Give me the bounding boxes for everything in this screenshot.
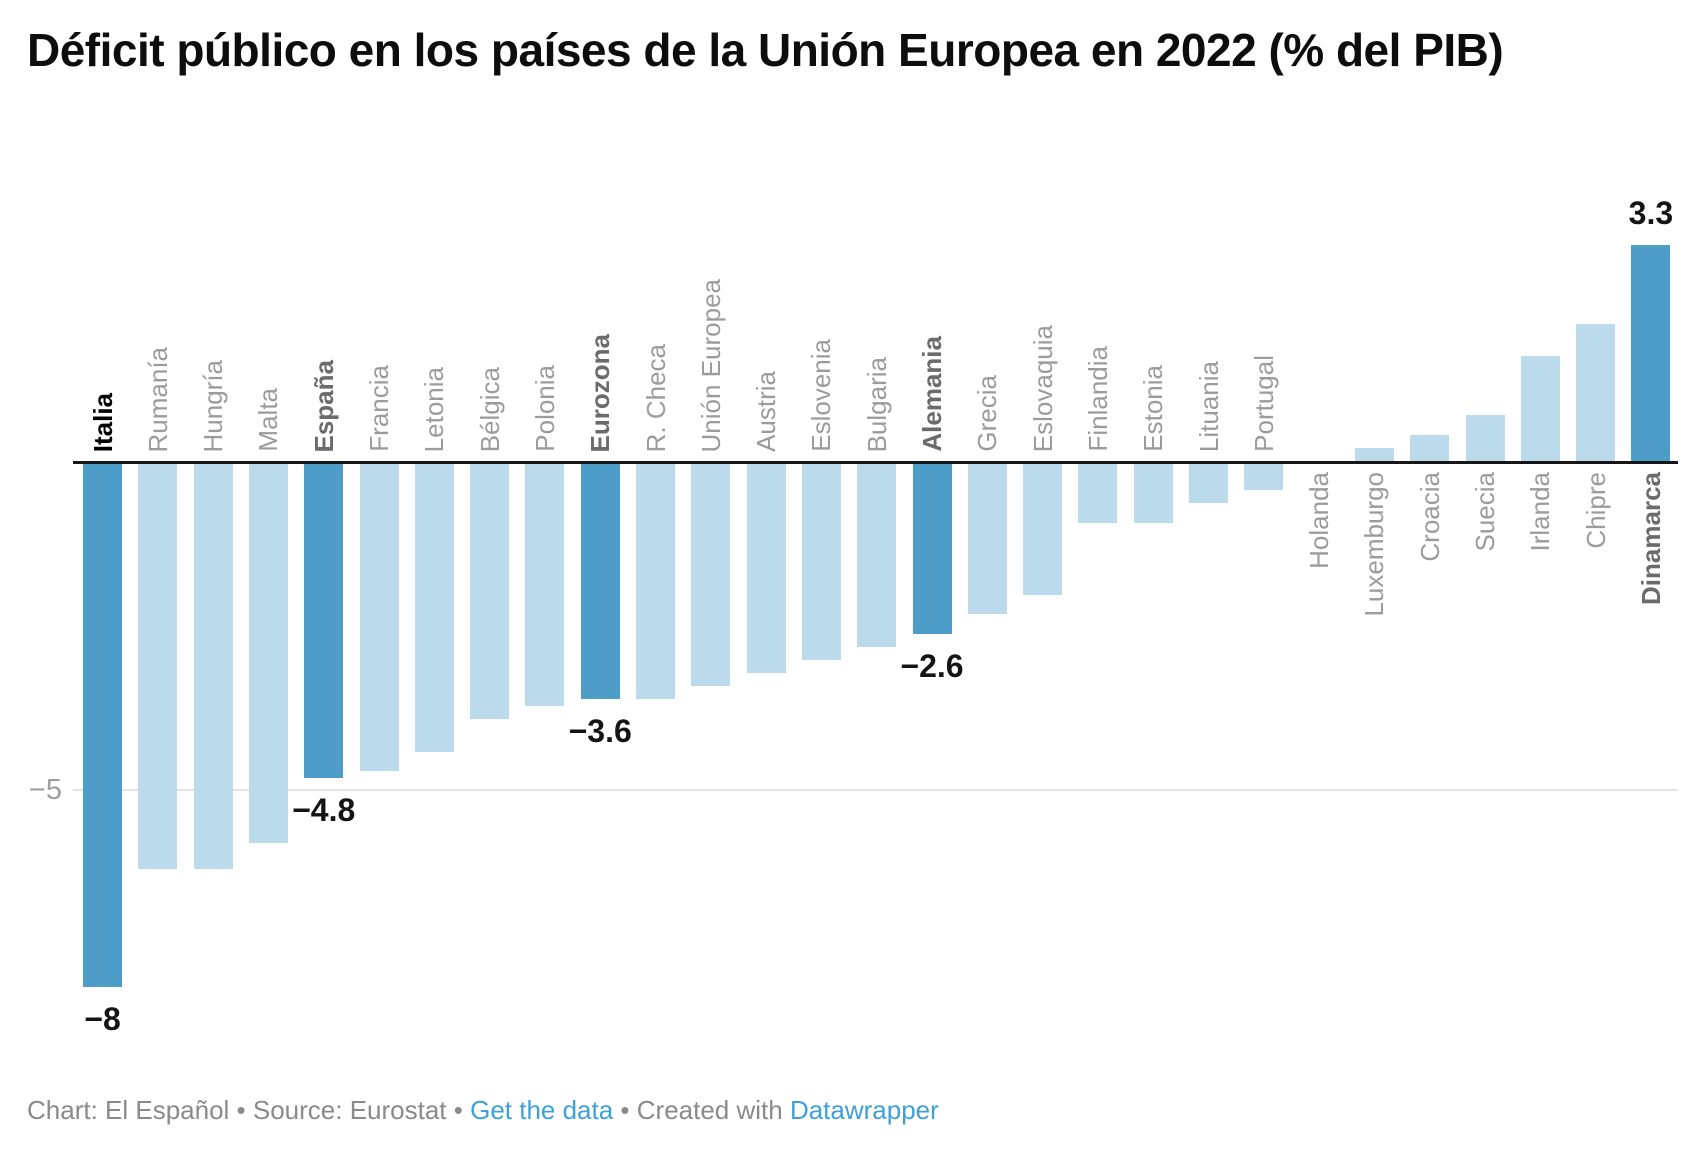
label-letonia: Letonia: [419, 366, 450, 452]
label-irlanda: Irlanda: [1525, 472, 1556, 552]
zero-baseline: [73, 461, 1678, 464]
bar-luxemburgo[interactable]: [1354, 447, 1394, 461]
bar-letonia[interactable]: [414, 464, 454, 752]
bar-italia[interactable]: [83, 464, 122, 988]
label-espana: España: [308, 359, 339, 453]
bar-rumania[interactable]: [138, 464, 178, 870]
label-dinamarca: Dinamarca: [1635, 472, 1666, 605]
footer-text-1: Chart: El Español • Source: Eurostat •: [27, 1095, 471, 1125]
label-austria: Austria: [751, 371, 782, 452]
bar-polonia[interactable]: [525, 464, 565, 706]
bar-eslovenia[interactable]: [801, 464, 841, 661]
bar-lituania[interactable]: [1189, 464, 1228, 504]
label-grecia: Grecia: [972, 375, 1003, 452]
label-francia: Francia: [364, 365, 394, 452]
gridline-minus5: [73, 789, 1678, 791]
bar-eslovaquia[interactable]: [1023, 464, 1063, 595]
bar-malta[interactable]: [248, 464, 288, 844]
value-label-espana: −4.8: [292, 791, 356, 828]
bar-alemania[interactable]: [912, 464, 952, 635]
label-lituania: Lituania: [1193, 360, 1224, 452]
value-label-eurozona: −3.6: [568, 713, 632, 750]
bar-irlanda[interactable]: [1520, 356, 1560, 461]
label-suecia: Suecia: [1470, 472, 1500, 552]
footer-text-2: • Created with: [613, 1095, 790, 1125]
value-label-italia: −8: [84, 1001, 121, 1038]
bar-belgica[interactable]: [470, 464, 510, 720]
footer-attribution: Chart: El Español • Source: Eurostat • G…: [27, 1094, 1677, 1126]
label-hungria: Hungría: [198, 359, 229, 453]
label-belgica: Bélgica: [474, 366, 505, 452]
get-the-data-link[interactable]: Get the data: [470, 1095, 614, 1125]
bar-suecia[interactable]: [1465, 415, 1505, 461]
bar-dinamarca[interactable]: [1631, 245, 1671, 461]
label-italia: Italia: [87, 392, 118, 452]
bar-hungria[interactable]: [193, 464, 233, 870]
bar-chipre[interactable]: [1576, 323, 1616, 461]
label-eslovenia: Eslovenia: [806, 339, 837, 452]
label-estonia: Estonia: [1138, 365, 1169, 452]
label-bulgaria: Bulgaria: [861, 356, 892, 452]
bar-espana[interactable]: [304, 464, 344, 778]
label-holanda: Holanda: [1304, 472, 1335, 569]
bar-grecia[interactable]: [967, 464, 1007, 615]
bar-portugal[interactable]: [1244, 464, 1284, 491]
value-label-dinamarca: 3.3: [1628, 195, 1674, 232]
label-r-checa: R. Checa: [640, 343, 671, 452]
label-luxemburgo: Luxemburgo: [1359, 472, 1390, 617]
label-eslovaquia: Eslovaquia: [1027, 324, 1058, 452]
value-label-alemania: −2.6: [900, 648, 964, 685]
label-alemania: Alemania: [917, 336, 947, 452]
label-croacia: Croacia: [1414, 472, 1445, 562]
bar-union-europea[interactable]: [691, 464, 731, 687]
chart-title: Déficit público en los países de la Unió…: [27, 24, 1504, 76]
bar-eurozona[interactable]: [580, 464, 620, 700]
bar-bulgaria[interactable]: [857, 464, 897, 648]
bar-croacia[interactable]: [1410, 434, 1450, 461]
label-union-europea: Unión Europea: [695, 278, 726, 452]
label-chipre: Chipre: [1580, 472, 1611, 549]
bar-austria[interactable]: [746, 464, 786, 674]
bar-r-checa[interactable]: [636, 464, 675, 700]
label-polonia: Polonia: [529, 365, 560, 452]
label-finlandia: Finlandia: [1082, 346, 1113, 452]
bar-estonia[interactable]: [1133, 464, 1173, 523]
bar-francia[interactable]: [359, 464, 399, 772]
label-portugal: Portugal: [1248, 355, 1279, 452]
bar-finlandia[interactable]: [1078, 464, 1118, 523]
label-eurozona: Eurozona: [585, 333, 616, 452]
datawrapper-link[interactable]: Datawrapper: [789, 1095, 939, 1125]
y-axis-tick-label: −5: [28, 774, 62, 806]
label-rumania: Rumanía: [142, 346, 173, 453]
label-malta: Malta: [253, 388, 284, 452]
